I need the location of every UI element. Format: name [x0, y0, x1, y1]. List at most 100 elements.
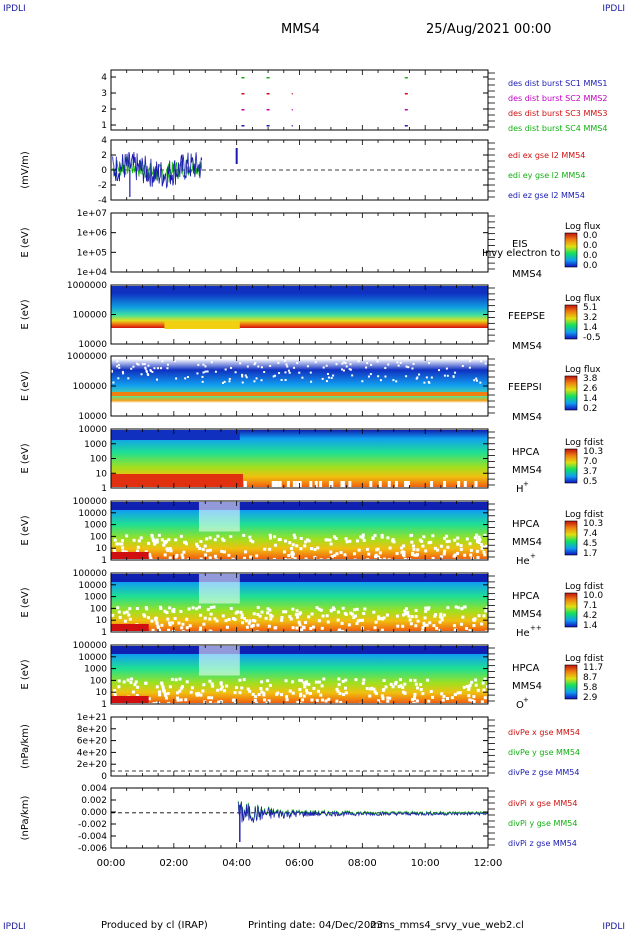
speckle	[335, 687, 339, 691]
speckle	[482, 614, 486, 618]
speckle	[124, 550, 128, 554]
speckle	[199, 539, 203, 543]
speckle	[207, 696, 211, 700]
speckle	[120, 542, 124, 546]
speckle	[357, 360, 360, 363]
speckle	[234, 611, 238, 615]
speckle	[299, 611, 303, 615]
speckle	[430, 481, 434, 487]
speckle	[166, 692, 170, 696]
speckle	[443, 549, 447, 553]
speckle	[195, 542, 199, 546]
speckle	[162, 689, 166, 693]
colorbar-tick-label: 0.2	[583, 404, 597, 414]
speckle	[242, 533, 246, 537]
speckle	[334, 537, 338, 541]
y-tick-label: 0.002	[81, 796, 107, 806]
speckle	[198, 629, 202, 633]
colorbar-tick-label: 0.0	[583, 231, 598, 241]
speckle	[341, 679, 345, 683]
speckle	[320, 626, 324, 630]
speckle	[453, 703, 457, 707]
speckle	[335, 363, 338, 366]
speckle	[473, 536, 477, 540]
speckle	[403, 612, 407, 616]
speckle	[411, 697, 415, 701]
speckle	[317, 607, 321, 611]
panel-frame	[110, 69, 489, 131]
speckle	[153, 367, 156, 370]
instrument-name: HPCA	[512, 663, 540, 674]
speckle	[251, 692, 255, 696]
speckle	[337, 677, 341, 681]
speckle	[421, 626, 425, 630]
speckle	[298, 687, 302, 691]
speckle	[162, 543, 166, 547]
speckle	[304, 680, 308, 684]
speckle	[467, 694, 471, 698]
speckle	[335, 699, 339, 703]
speckle	[303, 685, 307, 689]
speckle	[140, 373, 143, 376]
speckle	[344, 362, 347, 365]
speckle	[313, 703, 317, 707]
speckle	[167, 538, 171, 542]
species-charge: +	[530, 552, 536, 560]
speckle	[407, 366, 410, 369]
speckle	[339, 550, 343, 554]
panel-hpca_h: 10000 1000 100 10 1 E (eV) HPCA MMS4 H + Log fdist…	[20, 425, 604, 495]
colorbar-tick-label: 1.4	[583, 621, 598, 631]
speckle	[163, 609, 167, 613]
y-tick-label: -0.006	[78, 844, 107, 854]
speckle	[381, 696, 385, 700]
speckle	[172, 607, 176, 611]
spectrogram-low	[111, 552, 149, 559]
speckle	[202, 622, 206, 626]
speckle	[337, 683, 341, 687]
speckle	[388, 696, 392, 700]
speckle	[167, 628, 171, 632]
speckle	[241, 373, 244, 376]
speckle	[402, 550, 406, 554]
speckle	[309, 627, 313, 631]
speckle	[197, 363, 200, 366]
speckle	[262, 691, 266, 695]
speckle	[479, 381, 482, 384]
panel-divpi: 0.004 0.002 0.000 -0.002 -0.004 -0.006 (nPa/km…	[20, 784, 577, 854]
speckle	[224, 368, 227, 371]
speckle	[244, 550, 248, 554]
speckle	[313, 548, 317, 552]
speckle	[369, 481, 373, 487]
speckle	[285, 363, 288, 366]
speckle	[268, 683, 272, 687]
speckle	[332, 374, 335, 377]
speckle	[117, 679, 121, 683]
speckle	[483, 533, 487, 537]
speckle	[415, 686, 419, 690]
speckle	[181, 556, 185, 560]
speckle	[125, 534, 129, 538]
speckle	[196, 693, 200, 697]
speckle	[285, 698, 289, 702]
speckle	[278, 481, 282, 487]
speckle	[345, 365, 348, 368]
speckle	[439, 555, 443, 559]
speckle	[149, 557, 153, 561]
speckle	[419, 683, 423, 687]
speckle	[422, 535, 426, 539]
speckle	[174, 360, 177, 363]
speckle	[256, 605, 260, 609]
speckle	[402, 544, 406, 548]
speckle	[162, 540, 166, 544]
speckle	[439, 544, 443, 548]
y-tick-label: 10000	[78, 412, 107, 422]
speckle	[460, 606, 464, 610]
speckle	[480, 700, 484, 704]
speckle	[144, 366, 147, 369]
speckle	[454, 371, 457, 374]
y-tick-label: 100	[90, 532, 107, 542]
speckle	[410, 540, 414, 544]
speckle	[253, 363, 256, 366]
y-tick-label: 1000	[84, 521, 107, 531]
speckle	[296, 481, 300, 487]
